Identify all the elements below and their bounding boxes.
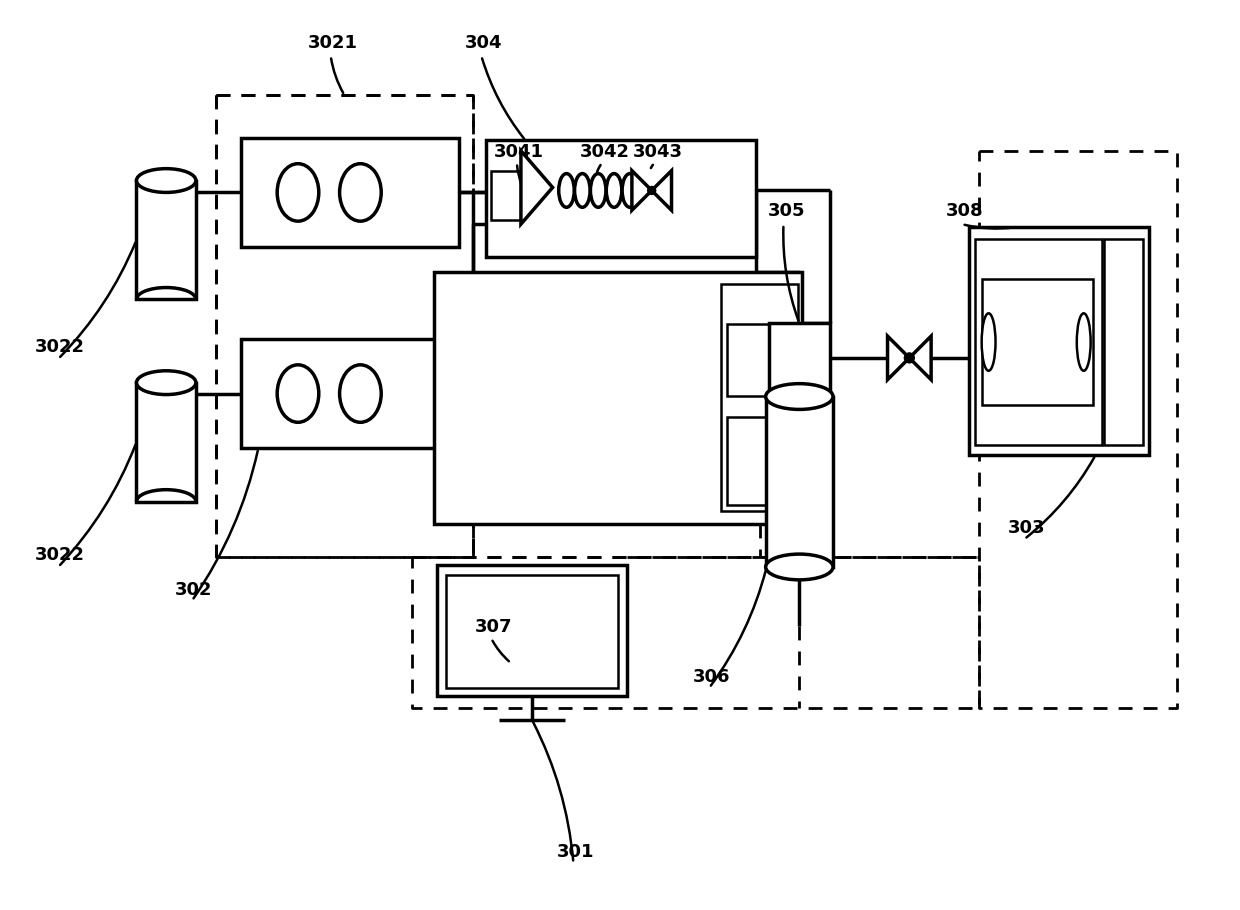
- Ellipse shape: [340, 365, 381, 422]
- Polygon shape: [888, 336, 909, 379]
- Text: 305: 305: [768, 202, 805, 220]
- Text: 302: 302: [175, 581, 213, 599]
- Ellipse shape: [765, 554, 833, 580]
- Ellipse shape: [278, 365, 319, 422]
- Bar: [1104, 239, 1143, 445]
- Ellipse shape: [1076, 313, 1091, 370]
- Bar: [136, 383, 196, 501]
- Text: 3022: 3022: [35, 546, 86, 564]
- Bar: [982, 278, 1092, 406]
- Circle shape: [904, 353, 914, 363]
- Text: 3021: 3021: [308, 34, 357, 52]
- Bar: [445, 575, 618, 688]
- Ellipse shape: [136, 370, 196, 395]
- Ellipse shape: [622, 174, 637, 207]
- Text: 303: 303: [1007, 520, 1045, 537]
- Ellipse shape: [982, 313, 996, 370]
- Bar: [769, 323, 830, 392]
- Bar: [727, 324, 789, 396]
- Bar: [434, 272, 802, 524]
- Text: 3042: 3042: [580, 143, 630, 161]
- Ellipse shape: [340, 164, 381, 221]
- Ellipse shape: [278, 164, 319, 221]
- Text: 3043: 3043: [632, 143, 683, 161]
- Ellipse shape: [559, 174, 574, 207]
- Ellipse shape: [574, 174, 590, 207]
- Circle shape: [647, 187, 656, 195]
- Polygon shape: [632, 171, 652, 210]
- Bar: [765, 397, 833, 567]
- Text: 304: 304: [465, 34, 502, 52]
- Bar: [722, 284, 799, 511]
- Bar: [242, 138, 460, 247]
- Text: 3022: 3022: [35, 338, 86, 356]
- Text: 308: 308: [946, 202, 983, 220]
- Ellipse shape: [765, 384, 833, 410]
- Polygon shape: [521, 151, 553, 224]
- Ellipse shape: [590, 174, 606, 207]
- Text: 3041: 3041: [494, 143, 544, 161]
- Polygon shape: [909, 336, 931, 379]
- Bar: [136, 180, 196, 299]
- Bar: [486, 140, 755, 257]
- Ellipse shape: [606, 174, 621, 207]
- Bar: [491, 171, 521, 220]
- Ellipse shape: [136, 168, 196, 192]
- Bar: [242, 339, 460, 448]
- Text: 301: 301: [557, 844, 594, 861]
- Bar: [975, 239, 1101, 445]
- Bar: [436, 565, 627, 696]
- Polygon shape: [652, 171, 672, 210]
- Text: 306: 306: [692, 668, 730, 686]
- Bar: [727, 418, 789, 504]
- Text: 307: 307: [475, 618, 512, 636]
- Bar: [968, 228, 1149, 455]
